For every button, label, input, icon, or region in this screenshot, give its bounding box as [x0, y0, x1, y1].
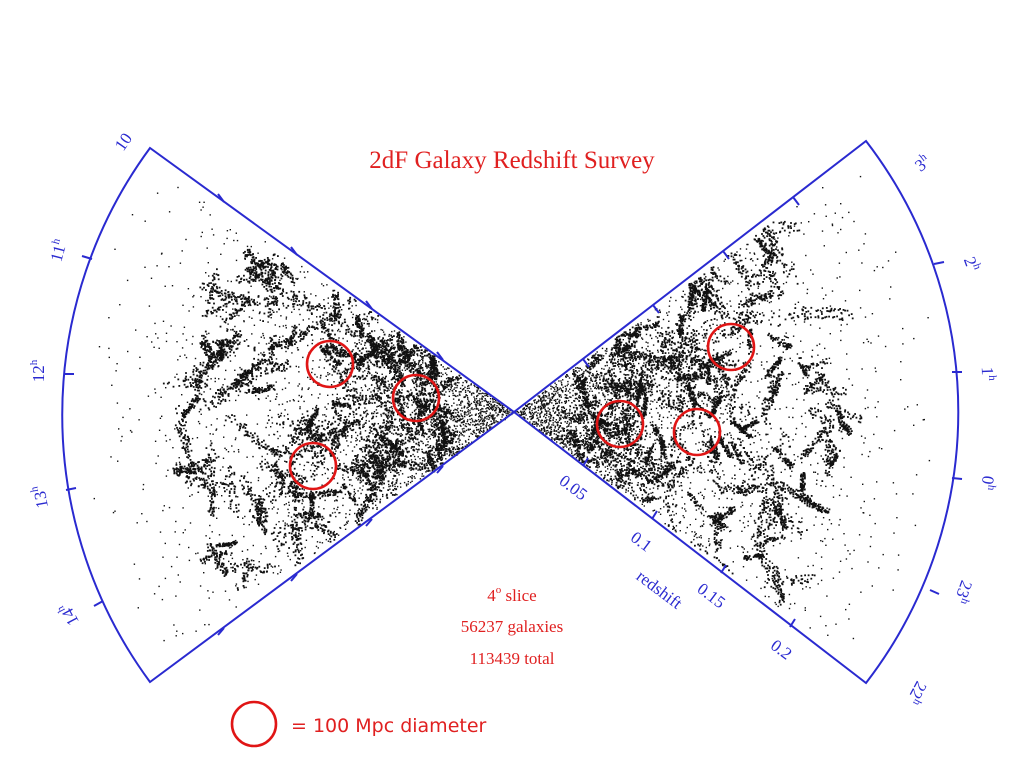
scale-circle [288, 441, 338, 491]
total-count: 113439 total [470, 649, 555, 668]
redshift-axis-label: redshift [633, 566, 686, 613]
scale-circle [305, 339, 355, 389]
left-ra-ticks [64, 255, 104, 607]
legend: = 100 Mpc diameter [230, 700, 487, 748]
redshift-tick-0.15: 0.15 [694, 579, 729, 612]
right-edge-ticks [582, 196, 800, 628]
ra-label-10: 10 [111, 129, 136, 154]
redshift-tick-0.05: 0.05 [556, 471, 591, 504]
right-ra-ticks [929, 261, 963, 595]
ra-label-23h: 23h [950, 578, 977, 606]
scale-circle [391, 373, 441, 423]
right-ra-labels: 3h 2h 1h 0h 23h 22h [903, 151, 999, 708]
ra-label-2h: 2h [960, 254, 984, 274]
ra-label-12h: 12h [28, 359, 48, 382]
left-wedge-outline [61, 146, 516, 684]
slice-label: 4o slice [487, 584, 536, 605]
ra-label-1h: 1h [978, 366, 998, 381]
redshift-axis: 0.05 0.1 0.15 0.2 redshift [556, 471, 796, 664]
left-wedge-galaxy-points [93, 186, 515, 642]
scale-circle [595, 399, 645, 449]
right-wedge-outline [512, 139, 960, 685]
legend-circle [230, 700, 278, 748]
survey-title: 2dF Galaxy Redshift Survey [369, 147, 655, 174]
scale-circle [672, 407, 722, 457]
ra-label-14h: 14h [54, 600, 82, 630]
redshift-tick-0.1: 0.1 [627, 528, 655, 556]
scale-circles [288, 322, 756, 491]
galaxy-count: 56237 galaxies [461, 617, 563, 636]
ra-label-11h: 11h [46, 237, 71, 264]
ra-label-0h: 0h [977, 475, 999, 492]
right-wedge-galaxy-points [514, 175, 931, 640]
scale-circle [706, 322, 756, 372]
left-ra-labels: 10 11h 12h 13h 14h [28, 129, 136, 629]
left-edge-ticks [217, 193, 444, 636]
ra-label-22h: 22h [903, 678, 931, 708]
legend-label: = 100 Mpc diameter [291, 715, 487, 737]
redshift-tick-0.2: 0.2 [767, 636, 795, 664]
ra-label-3h: 3h [911, 151, 935, 176]
ra-label-13h: 13h [28, 484, 52, 510]
